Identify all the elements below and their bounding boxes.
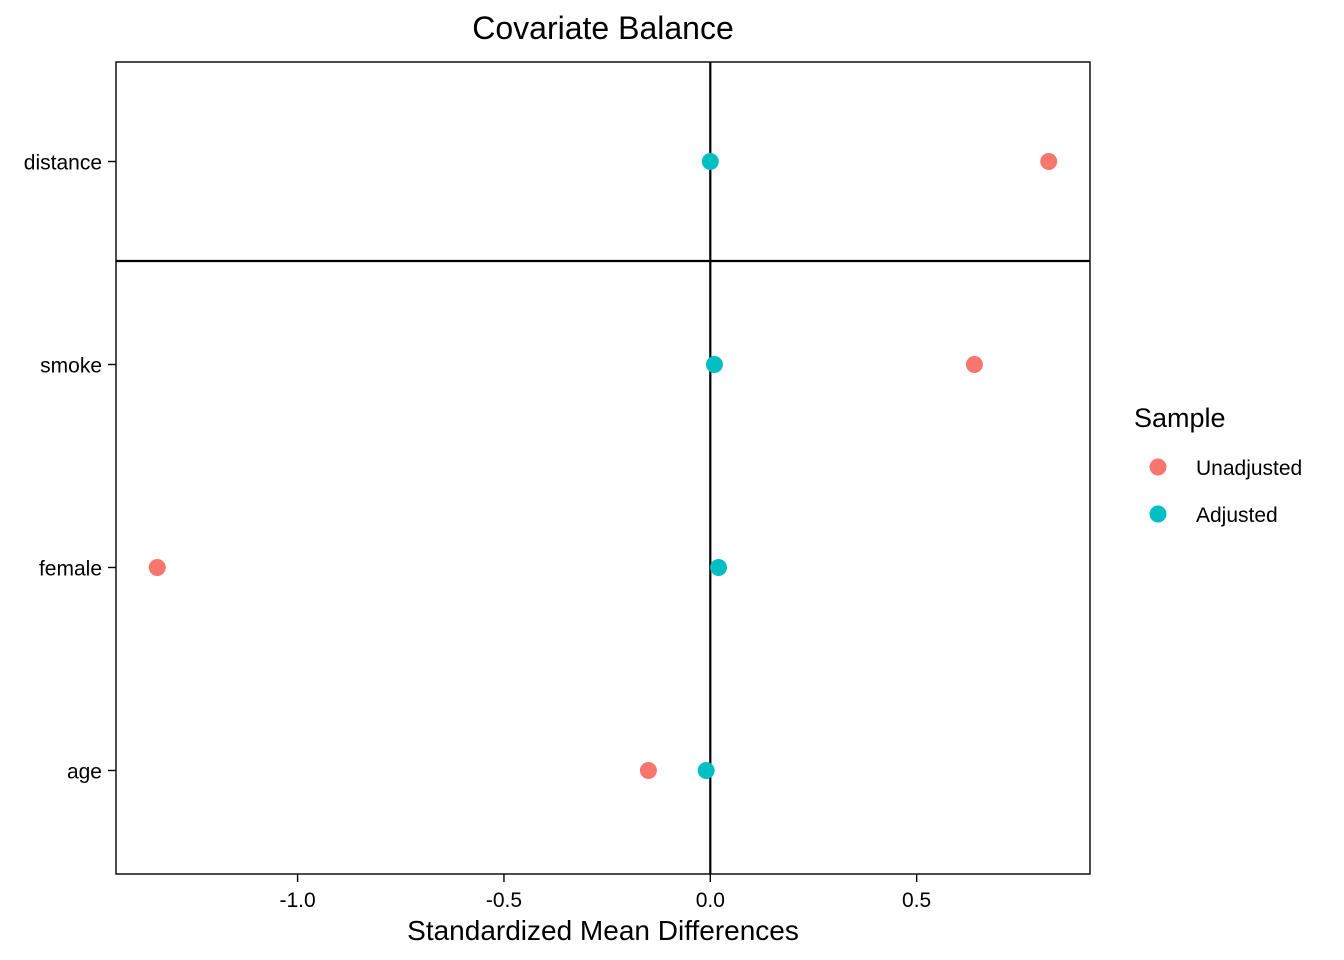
data-point-unadjusted-smoke bbox=[965, 356, 983, 373]
x-tick-label: -0.5 bbox=[486, 889, 522, 912]
data-point-adjusted-distance bbox=[701, 153, 719, 170]
y-tick-label: smoke bbox=[40, 355, 102, 378]
data-point-unadjusted-age bbox=[639, 762, 657, 779]
legend-key-adjusted bbox=[1149, 505, 1167, 523]
legend-title: Sample bbox=[1134, 403, 1226, 433]
x-axis-title: Standardized Mean Differences bbox=[407, 915, 799, 946]
x-tick-label: 0.5 bbox=[902, 889, 931, 912]
plot-area: -1.0 -0.5 0.0 0.5 distance smoke female age bbox=[24, 61, 1091, 912]
y-tick-label: age bbox=[67, 761, 102, 784]
legend-key-unadjusted bbox=[1149, 458, 1167, 476]
data-point-unadjusted-distance bbox=[1040, 153, 1058, 170]
chart-title: Covariate Balance bbox=[472, 10, 733, 46]
x-tick-label: -1.0 bbox=[279, 889, 315, 912]
data-point-adjusted-age bbox=[697, 762, 715, 779]
legend-label-unadjusted: Unadjusted bbox=[1196, 457, 1302, 480]
legend-label-adjusted: Adjusted bbox=[1196, 504, 1278, 527]
data-point-adjusted-female bbox=[710, 559, 728, 576]
plot-panel-border bbox=[115, 61, 1091, 875]
data-point-adjusted-smoke bbox=[705, 356, 723, 373]
legend: Sample Unadjusted Adjusted bbox=[1134, 403, 1302, 527]
y-tick-label: female bbox=[39, 558, 102, 581]
y-tick-label: distance bbox=[24, 152, 102, 175]
data-point-unadjusted-female bbox=[148, 559, 166, 576]
x-tick-label: 0.0 bbox=[696, 889, 725, 912]
